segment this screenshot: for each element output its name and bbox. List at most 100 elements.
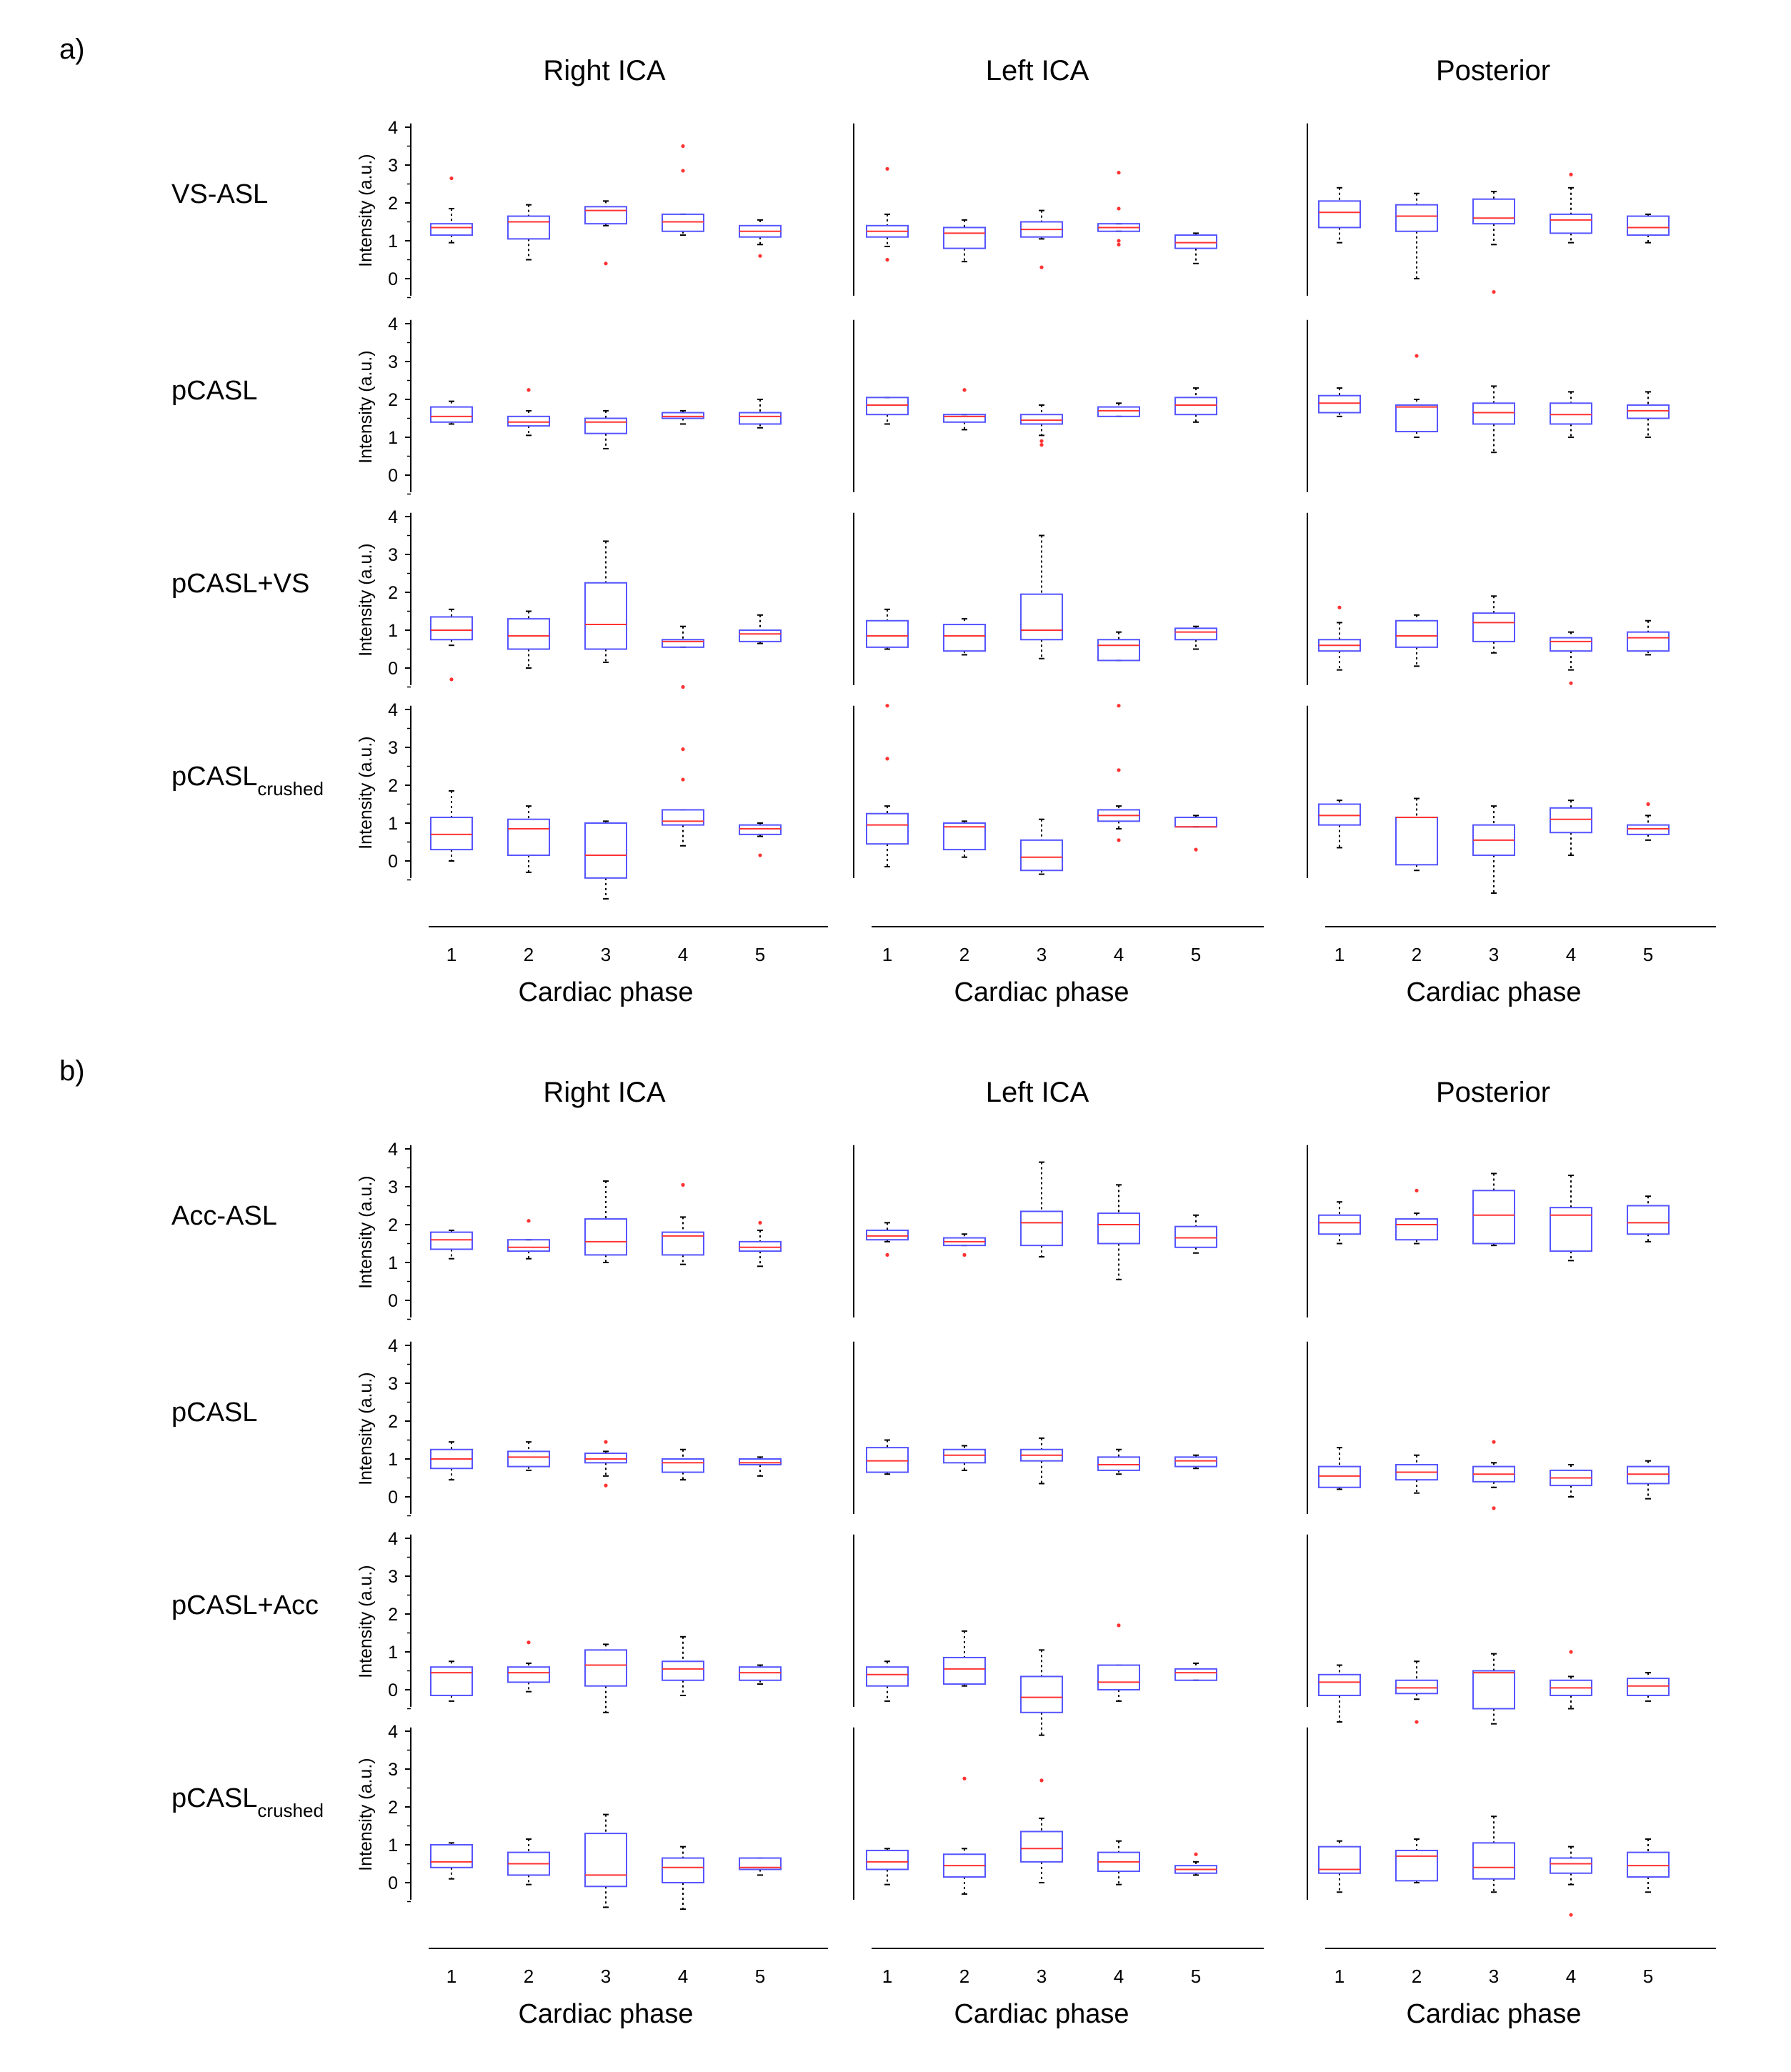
box-2 xyxy=(507,1219,550,1260)
box-5 xyxy=(739,1664,782,1685)
box-1 xyxy=(1318,1201,1361,1245)
iqr-box xyxy=(662,412,704,419)
x-axis-label: Cardiac phase xyxy=(1406,1999,1581,2029)
iqr-box xyxy=(1020,1675,1063,1713)
iqr-box xyxy=(584,1649,627,1687)
box-3 xyxy=(1020,818,1063,875)
x-tick-label: 2 xyxy=(524,1966,534,1987)
y-tick-label: 2 xyxy=(388,1605,398,1625)
row-label: VS-ASL xyxy=(171,179,268,209)
subplot-left-ica xyxy=(853,1145,1217,1318)
iqr-box xyxy=(430,223,473,236)
iqr-box xyxy=(1020,1831,1063,1863)
box-1 xyxy=(866,608,909,650)
iqr-box xyxy=(584,206,627,225)
y-tick-label: 1 xyxy=(388,428,398,448)
box-4 xyxy=(1550,1175,1592,1262)
iqr-box xyxy=(430,1231,473,1250)
box-4 xyxy=(662,144,704,236)
outlier-point xyxy=(1492,1506,1496,1510)
row-1: pCASL 0 1 2 3 4 Intensity (a.u.) xyxy=(171,314,1670,495)
box-4 xyxy=(662,409,704,425)
iqr-box xyxy=(1318,1465,1361,1488)
box-4 xyxy=(662,747,704,847)
x-tick-label: 5 xyxy=(755,944,765,965)
box-5 xyxy=(739,1857,782,1876)
subplot-posterior xyxy=(1307,1341,1670,1514)
box-2 xyxy=(943,820,986,858)
outlier-point xyxy=(527,1640,531,1645)
outlier-point xyxy=(1039,265,1044,269)
outlier-point xyxy=(1039,439,1044,443)
outlier-point xyxy=(1039,1778,1044,1783)
iqr-box xyxy=(1395,619,1438,648)
iqr-box xyxy=(662,1231,704,1256)
subplot-left-ica xyxy=(853,319,1217,492)
subplot-posterior xyxy=(1307,512,1670,685)
y-tick-label: 2 xyxy=(388,583,398,603)
box-3 xyxy=(1020,209,1063,269)
iqr-box xyxy=(1472,1670,1515,1710)
y-tick-label: 0 xyxy=(388,852,398,872)
subplot-right-ica: 0 1 2 3 4 Intensity (a.u.) xyxy=(356,1336,782,1517)
y-tick-label: 1 xyxy=(388,814,398,834)
box-3 xyxy=(584,1813,627,1908)
iqr-box xyxy=(430,1844,473,1868)
subplot-right-ica: 0 1 2 3 4 Intensity (a.u.) xyxy=(356,1722,782,1911)
iqr-box xyxy=(430,817,473,851)
iqr-box xyxy=(584,1218,627,1256)
outlier-point xyxy=(962,1776,967,1780)
box-2 xyxy=(507,1441,550,1471)
iqr-box xyxy=(943,1656,986,1685)
box-5 xyxy=(739,614,782,644)
box-3 xyxy=(584,409,627,449)
iqr-box xyxy=(1020,414,1063,425)
box-1 xyxy=(430,790,473,862)
row-label: pCASLcrushed xyxy=(171,762,324,800)
y-tick-label: 1 xyxy=(388,1836,398,1856)
box-5 xyxy=(1174,815,1217,852)
box-1 xyxy=(430,1441,473,1481)
outlier-point xyxy=(758,1220,762,1225)
column-title-right-ica: Right ICA xyxy=(543,1077,665,1108)
x-tick-label: 2 xyxy=(959,1966,969,1987)
x-tick-label: 5 xyxy=(1643,944,1653,965)
box-2 xyxy=(943,219,986,263)
y-tick-label: 0 xyxy=(388,1291,398,1311)
iqr-box xyxy=(739,1240,782,1252)
outlier-point xyxy=(758,853,762,857)
box-2 xyxy=(1395,1188,1438,1245)
iqr-box xyxy=(1550,213,1592,234)
iqr-box xyxy=(1020,593,1063,641)
x-axis-label: Cardiac phase xyxy=(518,1999,693,2029)
iqr-box xyxy=(1318,394,1361,414)
outlier-point xyxy=(681,169,685,173)
outlier-point xyxy=(527,388,531,392)
iqr-box xyxy=(1097,639,1140,662)
iqr-box xyxy=(507,1666,550,1683)
box-4 xyxy=(1097,1840,1140,1886)
row-label-subscript: crushed xyxy=(257,1800,324,1821)
box-2 xyxy=(507,204,550,261)
y-tick-label: 3 xyxy=(388,1177,398,1197)
row-label: Acc-ASL xyxy=(171,1201,277,1231)
subplot-right-ica: 0 1 2 3 4 Intensity (a.u.) xyxy=(356,1140,782,1320)
column-title-posterior: Posterior xyxy=(1436,55,1550,86)
outlier-point xyxy=(885,757,889,761)
subplot-posterior xyxy=(1307,123,1670,296)
y-axis-label: Intensity (a.u.) xyxy=(356,736,376,849)
box-1 xyxy=(866,1848,909,1886)
box-2 xyxy=(507,1640,550,1693)
x-tick-label: 4 xyxy=(1114,944,1124,965)
outlier-point xyxy=(1039,443,1044,447)
column-title-posterior: Posterior xyxy=(1436,1077,1550,1108)
box-2 xyxy=(1395,614,1438,667)
box-1 xyxy=(430,400,473,425)
box-3 xyxy=(584,540,627,664)
x-axis-label: Cardiac phase xyxy=(954,977,1129,1007)
iqr-box xyxy=(1395,1679,1438,1695)
iqr-box xyxy=(1627,1205,1670,1235)
iqr-box xyxy=(584,1833,627,1888)
row-3: pCASLcrushed 0 1 2 3 4 Intensity (a.u.) xyxy=(171,1722,1670,1917)
